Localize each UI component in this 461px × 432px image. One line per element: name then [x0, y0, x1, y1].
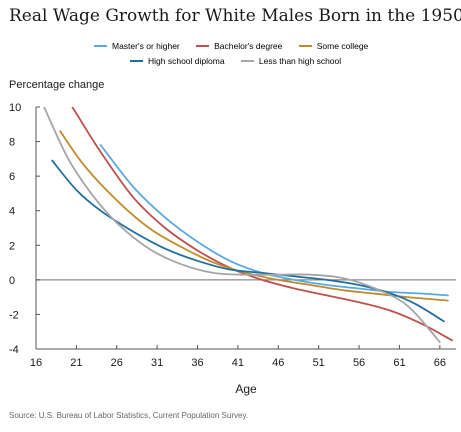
series-line-some-college — [59, 130, 449, 302]
x-tick-label: 56 — [353, 357, 365, 369]
legend-label-bachelors: Bachelor's degree — [214, 41, 283, 51]
y-tick-label: 2 — [9, 240, 15, 252]
x-tick-label: 41 — [232, 357, 244, 369]
legend-swatch-bachelors — [196, 44, 210, 47]
legend-item-less-hs: Less than high school — [240, 56, 342, 66]
legend-swatch-high-school — [130, 59, 143, 62]
legend-label-some-college: Some college — [316, 41, 369, 51]
x-tick-label: 36 — [191, 357, 203, 369]
legend-label-less-hs: Less than high school — [258, 56, 342, 66]
y-tick-label: 6 — [9, 171, 15, 183]
x-tick-label: 51 — [313, 357, 325, 369]
legend-item-bachelors: Bachelor's degree — [196, 41, 282, 51]
y-axis: 10 8 6 4 2 0 -2 -4 — [9, 102, 456, 356]
x-axis-label: Age — [235, 382, 257, 396]
legend-item-masters: Master's or higher — [94, 41, 180, 51]
legend-item-some-college: Some college — [298, 41, 369, 51]
series-line-masters — [99, 144, 449, 297]
legend-label-high-school: High school diploma — [148, 56, 225, 66]
x-tick-label: 16 — [30, 357, 42, 369]
source-note: Source: U.S. Bureau of Labor Statistics,… — [9, 411, 249, 420]
x-tick-label: 26 — [111, 357, 123, 369]
legend-label-masters: Master's or higher — [112, 41, 180, 51]
legend-swatch-less-hs — [240, 59, 254, 62]
x-tick-label: 61 — [393, 357, 405, 369]
y-tick-label: 8 — [9, 137, 15, 149]
legend-row-2: High school diploma Less than high schoo… — [130, 56, 355, 66]
x-axis: 16 21 26 31 36 41 46 51 56 61 66 — [30, 345, 456, 369]
legend-row-1: Master's or higher Bachelor's degree Som… — [94, 41, 382, 51]
y-axis-label: Percentage change — [9, 79, 105, 91]
x-tick-label: 66 — [434, 357, 446, 369]
series-layer — [43, 107, 453, 343]
y-tick-label: 4 — [9, 206, 15, 218]
x-tick-label: 21 — [70, 357, 82, 369]
series-line-less-hs — [43, 107, 441, 343]
chart-legend: Master's or higher Bachelor's degree Som… — [0, 41, 461, 71]
y-tick-label: -2 — [9, 309, 19, 321]
y-tick-label: 10 — [9, 102, 21, 114]
legend-swatch-masters — [94, 44, 107, 47]
series-line-bachelors — [71, 107, 453, 342]
y-tick-label: -4 — [9, 344, 19, 356]
y-tick-label: 0 — [9, 275, 15, 287]
chart-title: Real Wage Growth for White Males Born in… — [9, 6, 461, 26]
legend-swatch-some-college — [298, 44, 312, 47]
x-tick-label: 46 — [272, 357, 284, 369]
legend-item-high-school: High school diploma — [130, 56, 225, 66]
series-line-high-school — [51, 159, 445, 323]
x-tick-label: 31 — [151, 357, 163, 369]
